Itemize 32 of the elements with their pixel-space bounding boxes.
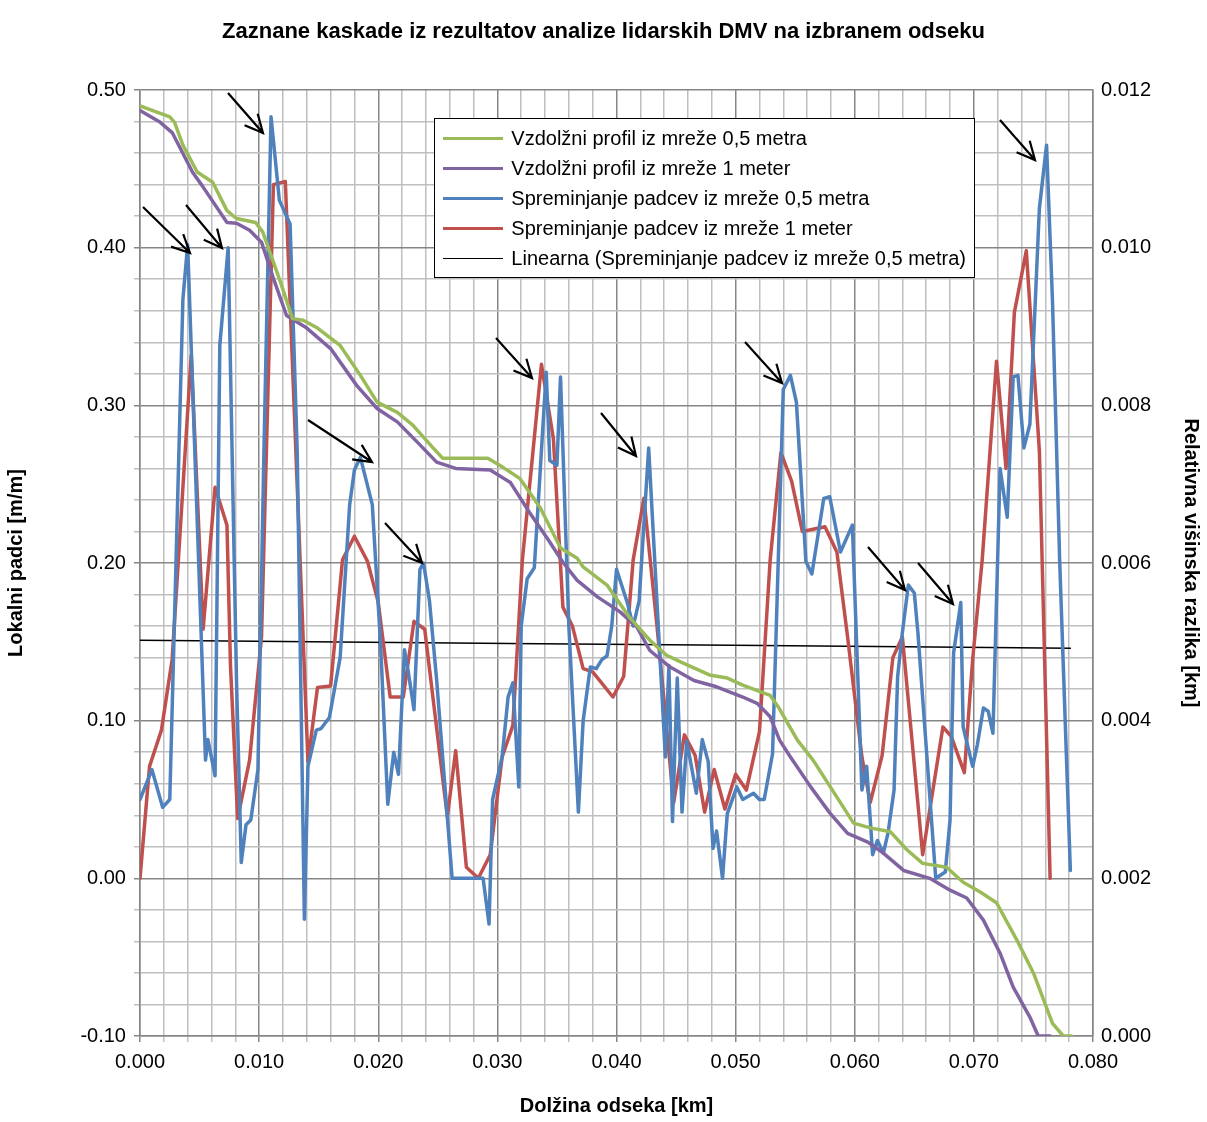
x-tick-label: 0.050	[710, 1049, 761, 1072]
y2-tick-label: 0.004	[1101, 708, 1152, 731]
y-tick-label: 0.20	[87, 550, 126, 573]
y-tick-label: -0.10	[80, 1023, 126, 1046]
x-tick-label: 0.070	[948, 1049, 999, 1072]
legend-label: Vzdolžni profil iz mreže 1 meter	[511, 156, 791, 180]
x-axis-title: Dolžina odseka [km]	[519, 1093, 714, 1116]
x-tick-label: 0.000	[114, 1049, 166, 1072]
y2-tick-label: 0.006	[1101, 550, 1152, 573]
x-tick-label: 0.040	[591, 1049, 642, 1072]
y-tick-label: 0.50	[87, 77, 126, 100]
y-tick-label: 0.10	[87, 708, 126, 731]
y2-axis-title: Relativna višinska razlika [km]	[1181, 418, 1204, 708]
legend-label: Spreminjanje padcev iz mreže 0,5 metra	[511, 186, 870, 210]
legend-label: Linearna (Spreminjanje padcev iz mreže 0,5 metra)	[511, 246, 966, 270]
legend-label: Vzdolžni profil iz mreže 0,5 metra	[511, 126, 807, 150]
y2-tick-label: 0.002	[1101, 865, 1152, 888]
y-tick-label: 0.00	[87, 865, 126, 888]
y-tick-label: 0.40	[87, 235, 126, 258]
y2-tick-label: 0.012	[1101, 77, 1152, 100]
y2-tick-label: 0.010	[1101, 235, 1152, 258]
chart-title: Zaznane kaskade iz rezultatov analize lidarskih DMV na izbranem odseku	[221, 18, 986, 44]
x-tick-label: 0.030	[472, 1049, 523, 1072]
x-tick-label: 0.080	[1067, 1049, 1119, 1072]
legend-label: Spreminjanje padcev iz mreže 1 meter	[511, 216, 853, 240]
y-tick-label: 0.30	[87, 392, 126, 415]
y2-tick-label: 0.008	[1101, 392, 1152, 415]
y-axis-title: Lokalni padci [m/m]	[3, 469, 26, 657]
y2-tick-label: 0.000	[1101, 1023, 1152, 1046]
x-tick-label: 0.020	[353, 1049, 404, 1072]
x-tick-label: 0.010	[234, 1049, 285, 1072]
x-tick-label: 0.060	[829, 1049, 880, 1072]
